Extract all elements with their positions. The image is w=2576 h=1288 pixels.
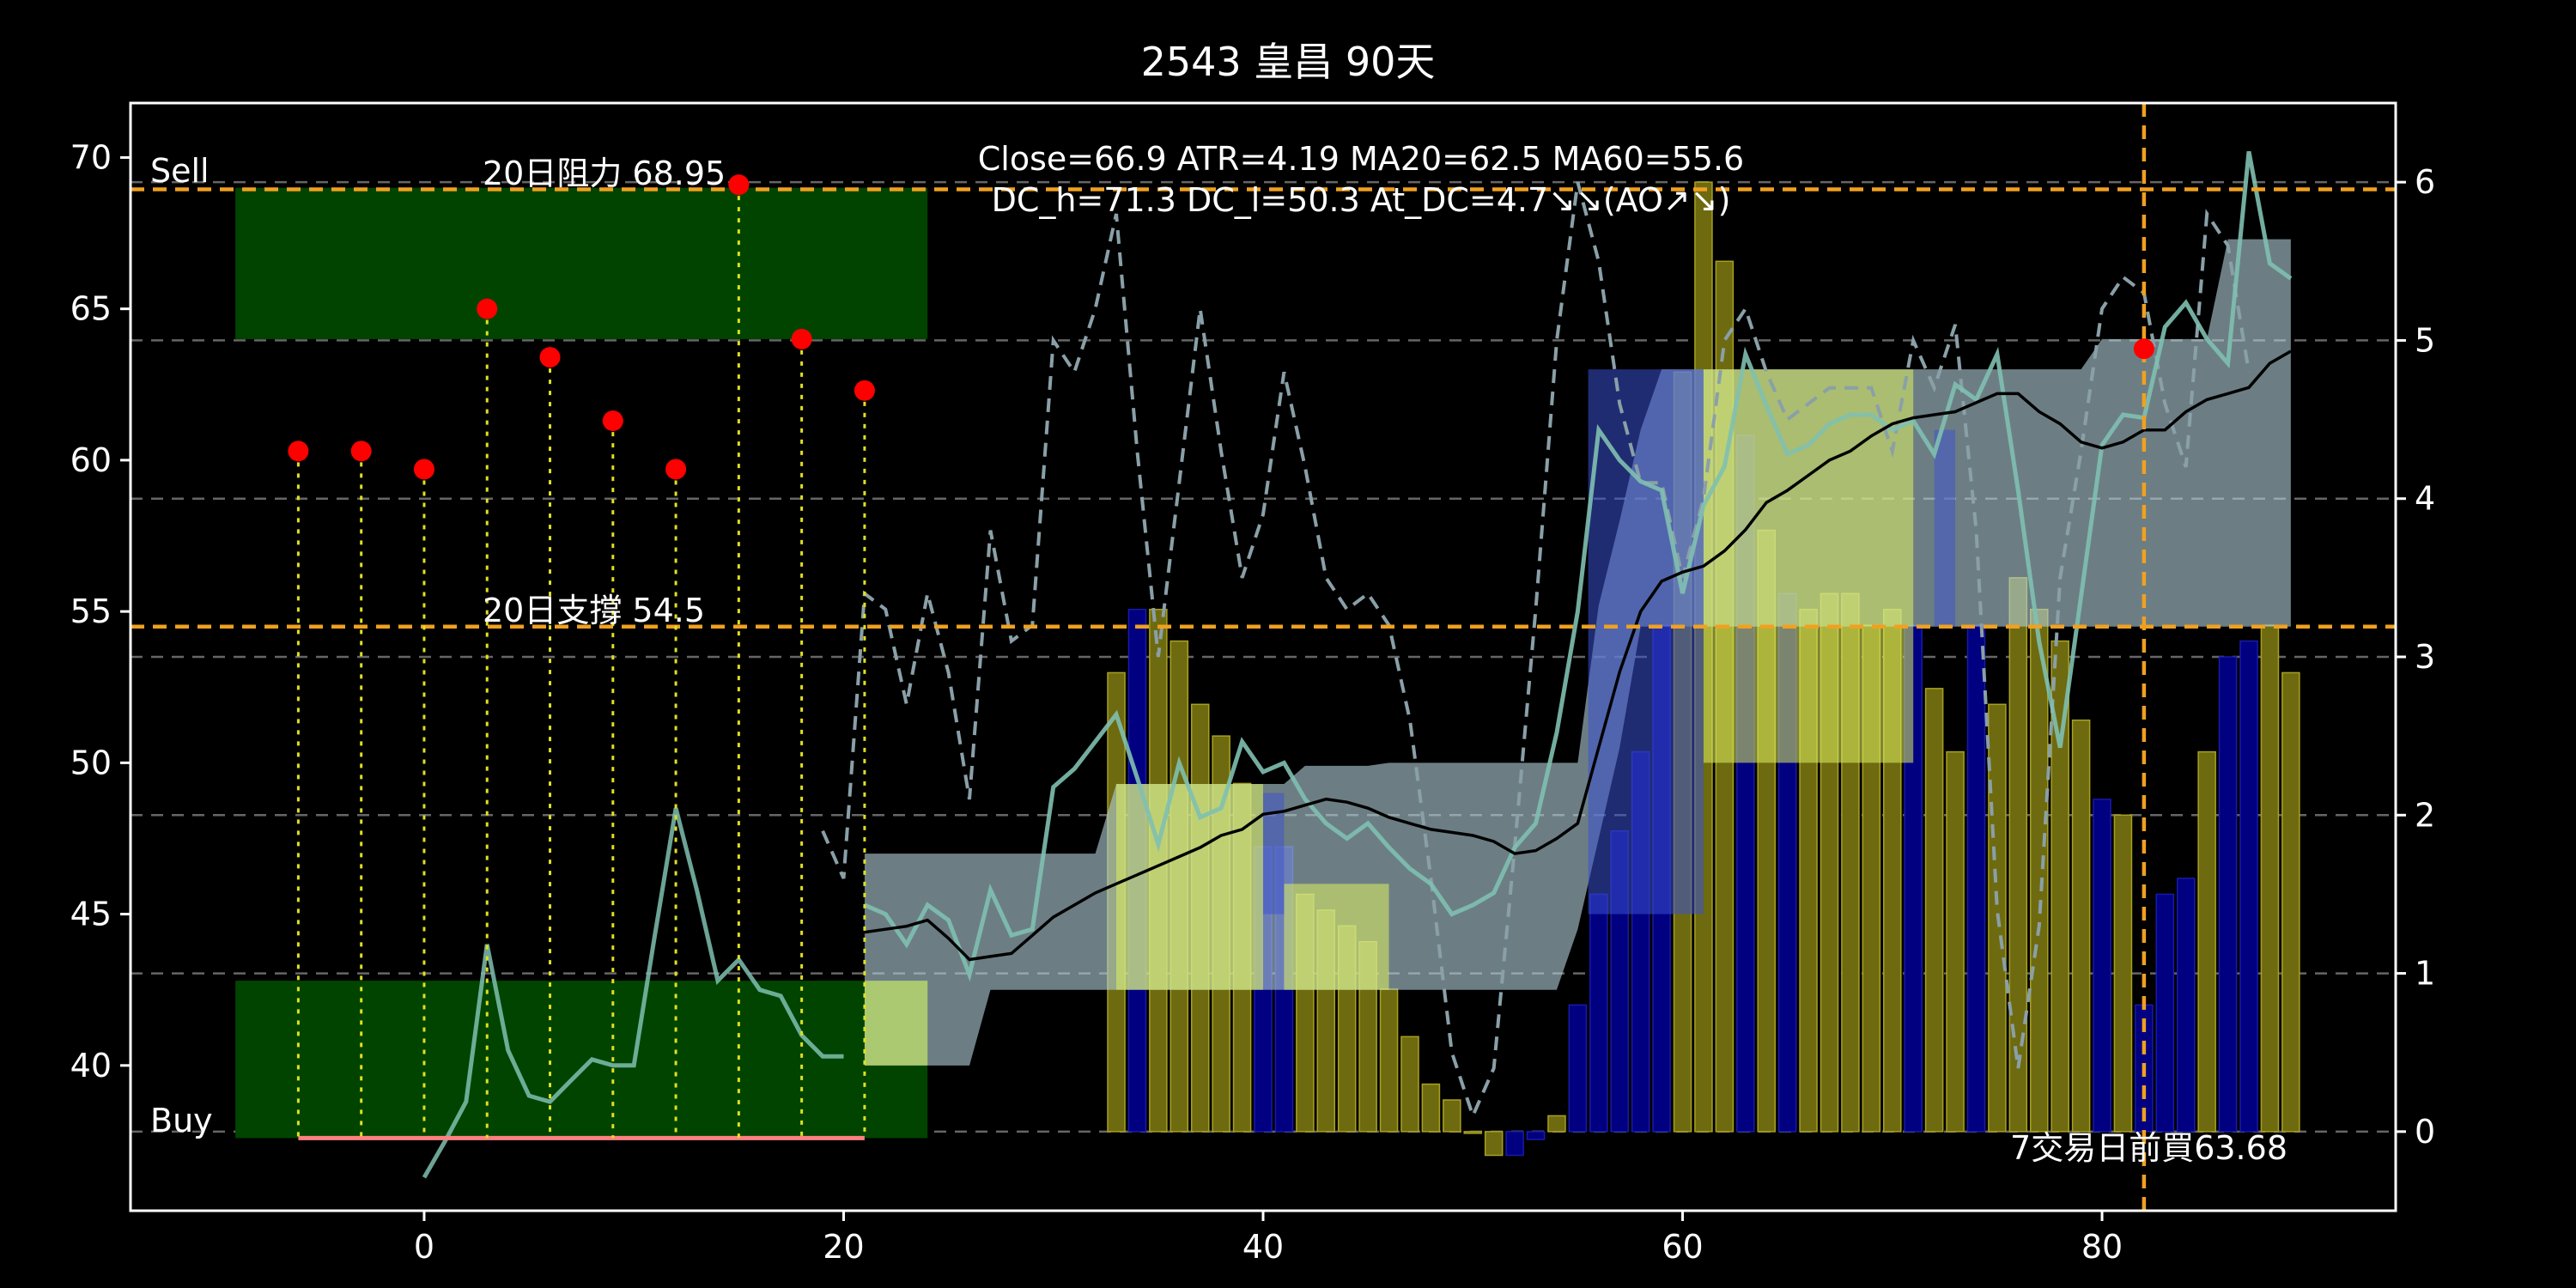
y2-tick-label: 0 [2415, 1113, 2435, 1151]
yellow-band [1284, 884, 1389, 990]
y2-tick-label: 4 [2415, 480, 2435, 518]
y2-tick-label: 6 [2415, 163, 2435, 201]
blue-band [1588, 369, 1704, 914]
y-tick-label: 50 [70, 744, 112, 781]
pivot-point [791, 328, 812, 349]
y2-tick-label: 1 [2415, 955, 2435, 993]
histogram-bar [1526, 1131, 1546, 1140]
info-line-2: DC_h=71.3 DC_l=50.3 At_DC=4.7↘↘(AO↗↘) [992, 181, 1731, 219]
pivot-point [728, 174, 750, 196]
histogram-bar [2176, 878, 2196, 1133]
histogram-bar [2155, 893, 2175, 1133]
x-tick-label: 20 [823, 1228, 864, 1266]
histogram-bar [2197, 750, 2216, 1133]
pivot-point [665, 459, 687, 480]
y-tick-label: 65 [70, 290, 112, 328]
x-tick-label: 40 [1242, 1228, 1284, 1266]
histogram-bar [2260, 624, 2280, 1133]
yellow-band [864, 981, 928, 1066]
buy-note-label: 7交易日前買63.68 [2010, 1129, 2287, 1167]
histogram-bar [1443, 1099, 1461, 1133]
histogram-bar [2218, 656, 2238, 1133]
histogram-bar [1379, 988, 1399, 1133]
x-tick-label: 0 [414, 1228, 434, 1266]
histogram-bar [1421, 1083, 1441, 1133]
y-tick-label: 70 [70, 138, 112, 176]
histogram-bar [2093, 799, 2111, 1133]
histogram-bar [1547, 1115, 1566, 1133]
pivot-point [413, 459, 434, 480]
histogram-bar [2050, 640, 2069, 1133]
y-tick-label: 40 [70, 1047, 112, 1084]
support-label: 20日支撐 54.5 [483, 592, 705, 629]
resistance-label: 20日阻力 68.95 [483, 155, 726, 192]
histogram-bar [2113, 814, 2133, 1133]
yellow-band [1703, 369, 1914, 763]
buy-label: Buy [150, 1102, 213, 1139]
histogram-bar [1568, 1004, 1588, 1133]
histogram-bar [2008, 577, 2028, 1133]
pivot-point [477, 298, 498, 319]
histogram-bar [1463, 1131, 1483, 1134]
histogram-bar [2239, 640, 2258, 1133]
y-tick-label: 45 [70, 896, 112, 933]
blue-band [1934, 429, 1956, 627]
series-close [863, 150, 2293, 982]
pivot-point [288, 440, 309, 462]
yellow-band [1116, 784, 1263, 990]
pivot-point [854, 380, 875, 401]
series-ma20 [864, 349, 2292, 962]
y2-tick-label: 2 [2415, 796, 2435, 834]
pivot-point [350, 440, 372, 462]
buy-point [2133, 338, 2154, 360]
x-tick-label: 80 [2081, 1228, 2123, 1266]
histogram-bar [1400, 1036, 1419, 1133]
buy-zone [235, 981, 928, 1139]
histogram-bar [2029, 608, 2049, 1133]
series-close-early [422, 807, 844, 1179]
histogram-bar [1966, 624, 1986, 1133]
x-tick-label: 60 [1662, 1228, 1703, 1266]
histogram-bar [1924, 688, 1944, 1133]
histogram-bar [1484, 1131, 1504, 1157]
sell-label: Sell [150, 152, 210, 190]
histogram-bar [2281, 671, 2300, 1133]
chart-title: 2543 皇昌 90天 [1141, 39, 1436, 85]
histogram-bar [1946, 750, 1965, 1133]
histogram-bar [1505, 1131, 1524, 1157]
info-line-1: Close=66.9 ATR=4.19 MA20=62.5 MA60=55.6 [978, 140, 1744, 178]
histogram-bar [2071, 719, 2091, 1133]
y2-tick-label: 3 [2415, 638, 2435, 676]
histogram-bar [1589, 893, 1608, 1133]
sell-zone [235, 187, 928, 339]
pivot-point [602, 410, 623, 432]
y2-tick-label: 5 [2415, 321, 2435, 359]
pivot-point [539, 347, 561, 368]
y-tick-label: 55 [70, 592, 112, 630]
y-tick-label: 60 [70, 441, 112, 479]
